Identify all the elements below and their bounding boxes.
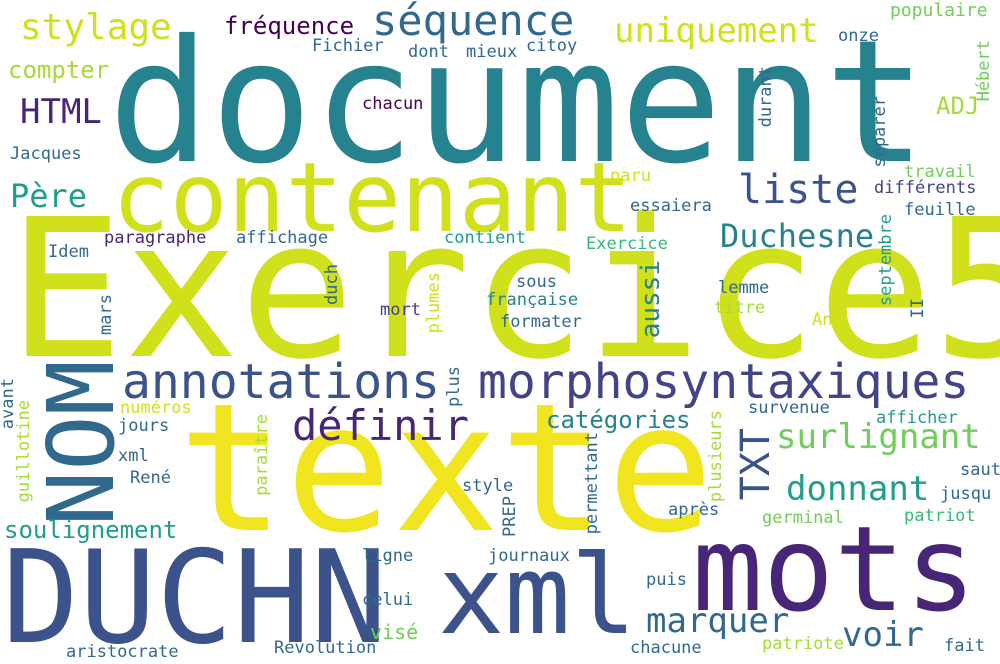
word-surlignant: surlignant <box>776 417 981 457</box>
word-chacune: chacune <box>630 638 702 658</box>
word-francaise: française <box>486 290 579 310</box>
word-contient: contient <box>444 228 526 248</box>
word-jacques: Jacques <box>10 144 82 164</box>
word-fait: fait <box>944 636 985 656</box>
word-sous: sous <box>516 272 557 292</box>
word-numeros: numéros <box>120 398 192 418</box>
word-survenue: survenue <box>748 398 830 418</box>
word-document: document <box>108 4 927 202</box>
word-separer: séparer <box>870 96 890 168</box>
word-liste: liste <box>738 167 859 213</box>
word-dont: dont <box>408 42 449 62</box>
word-permettant: permettant <box>582 432 602 535</box>
word-fichier: Fichier <box>312 36 384 56</box>
word-septembre: septembre <box>876 214 896 307</box>
word-patriote: patriote <box>762 634 844 654</box>
word-mots: mots <box>692 500 977 638</box>
word-mort: mort <box>380 300 421 320</box>
word-stylage: stylage <box>20 7 172 48</box>
word-adj: ADJ <box>936 92 980 120</box>
word-ii: II <box>908 298 928 319</box>
word-plusieurs: plusieurs <box>706 410 726 503</box>
word-plumes: plumes <box>424 272 444 334</box>
word-populaire: populaire <box>890 0 988 21</box>
word-lemme: lemme <box>718 278 770 298</box>
word-paru: paru <box>610 166 651 186</box>
word-vise: visé <box>370 620 419 644</box>
word-duch: duch <box>322 264 342 305</box>
word-sequence: séquence <box>372 0 575 45</box>
word-paragraphe: paragraphe <box>104 228 207 248</box>
word-txt: TXT <box>733 428 779 501</box>
word-chacun: chacun <box>362 94 424 114</box>
word-jusqu: jusqu <box>940 484 992 504</box>
word-paraitre: paraître <box>252 414 272 496</box>
word-voir: voir <box>842 615 924 655</box>
word-celui: celui <box>362 590 414 610</box>
word-compter: compter <box>8 56 110 84</box>
word-jours: jours <box>118 416 170 436</box>
word-pere: Père <box>10 177 88 215</box>
word-xml-big: xml <box>438 531 637 659</box>
word-durant: durant <box>756 66 776 128</box>
word-prep: PREP <box>500 496 520 537</box>
word-morphosyntaxiques: morphosyntaxiques <box>478 354 970 410</box>
word-saut: saut <box>960 460 1000 480</box>
word-an: An <box>812 310 833 330</box>
word-duchn: DUCHN <box>2 524 388 664</box>
word-hebert: Hébert <box>974 40 994 102</box>
word-germinal: germinal <box>762 508 844 528</box>
word-aristocrate: aristocrate <box>66 642 179 662</box>
word-formater: formater <box>500 312 582 332</box>
word-exercice: Exercice <box>586 234 668 254</box>
word-nom: NOM <box>28 360 135 527</box>
word-afficher: afficher <box>876 408 958 428</box>
word-ligne: ligne <box>362 546 414 566</box>
word-categories: catégories <box>546 406 691 434</box>
word-feuille: feuille <box>904 200 976 220</box>
word-guillotine: guillotine <box>14 400 34 503</box>
word-soulignement: soulignement <box>4 516 178 544</box>
word-puis: puis <box>646 570 687 590</box>
word-mieux: mieux <box>466 42 518 62</box>
word-essaiera: essaiera <box>630 196 712 216</box>
word-apres: après <box>668 500 720 520</box>
word-citoy: citoy <box>526 36 578 56</box>
word-travail: travail <box>904 162 976 182</box>
word-duchesne: Duchesne <box>720 217 875 255</box>
word-uniquement: uniquement <box>614 11 819 51</box>
word-affichage: affichage <box>236 228 329 248</box>
word-mars: mars <box>96 294 116 335</box>
word-html: HTML <box>20 92 102 132</box>
word-revolution: Révolution <box>274 638 377 658</box>
word-titre: titre <box>714 298 766 318</box>
word-xml-small: xml <box>118 446 149 466</box>
word-idem: Idem <box>48 242 89 262</box>
word-contenant: contenant <box>112 142 633 254</box>
word-marquer: marquer <box>646 601 790 641</box>
word-donnant: donnant <box>786 469 930 509</box>
word-frequence: fréquence <box>224 12 355 40</box>
word-patriot: patriot <box>904 506 976 526</box>
word-exercice5: Exercice5 <box>8 179 1000 402</box>
word-journaux: journaux <box>488 546 570 566</box>
word-definir: définir <box>292 401 470 450</box>
word-annotations: annotations <box>122 354 440 410</box>
word-style: style <box>462 476 514 496</box>
word-rene: René <box>130 468 171 488</box>
word-texte: texte <box>178 365 714 572</box>
word-differents: différents <box>874 178 977 198</box>
word-plus: plus <box>444 366 464 407</box>
word-aussi: aussi <box>636 260 666 339</box>
word-onze: onze <box>838 26 879 46</box>
